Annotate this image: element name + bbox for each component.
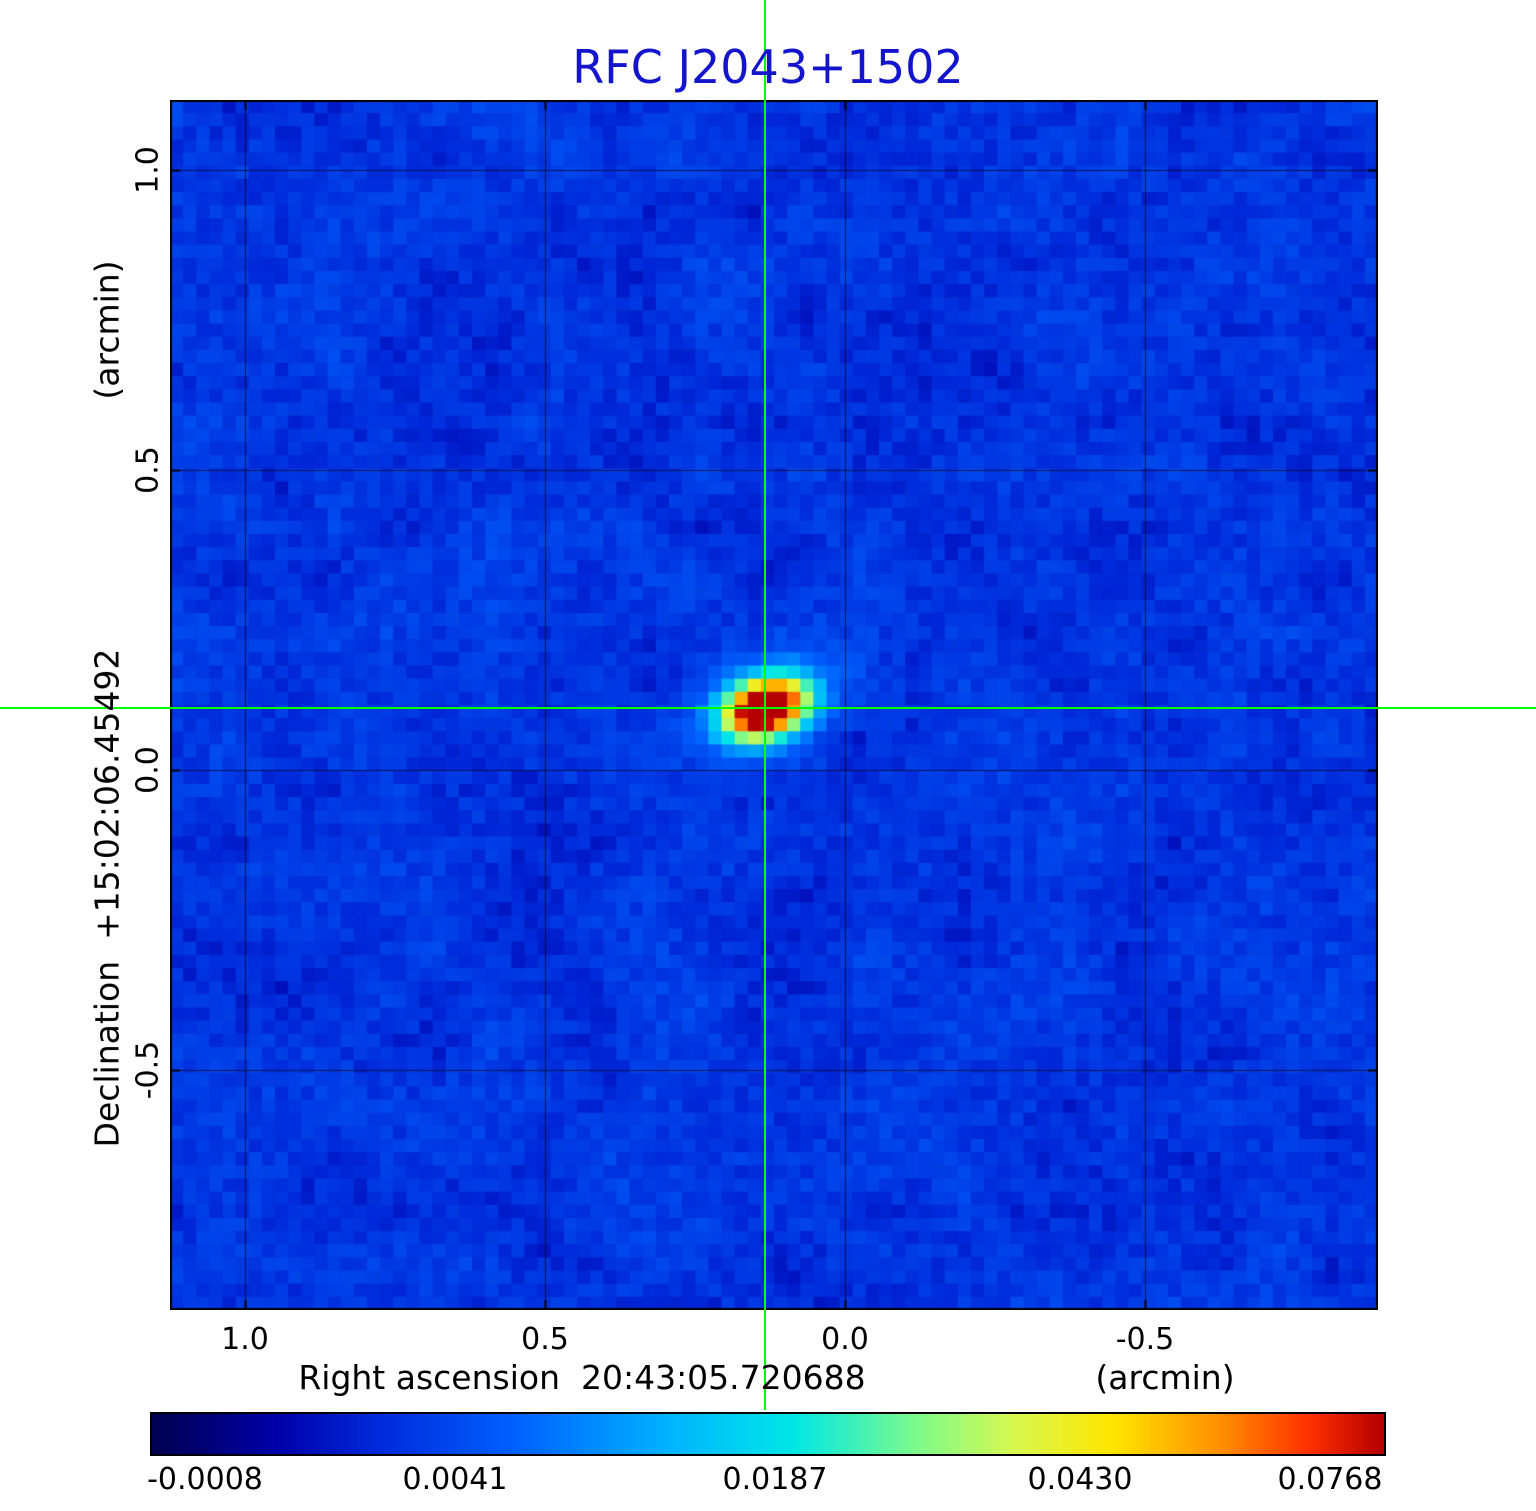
- colorbar-gradient-canvas: [152, 1414, 1384, 1454]
- x-tick-label-1: 1.0: [221, 1322, 269, 1357]
- x-tick-label-2: 0.5: [521, 1322, 569, 1357]
- y-axis-unit: (arcmin): [87, 260, 127, 400]
- crosshair-horizontal-line: [0, 707, 1536, 709]
- y-tick-label-2: 0.5: [130, 446, 166, 494]
- colorbar: [150, 1412, 1386, 1456]
- y-tick-label-3: 0.0: [130, 746, 166, 794]
- colorbar-tick-label-1: -0.0008: [147, 1462, 263, 1497]
- colorbar-tick-label-3: 0.0187: [722, 1462, 828, 1497]
- colorbar-tick-label-4: 0.0430: [1027, 1462, 1133, 1497]
- colorbar-tick-label-2: 0.0041: [402, 1462, 508, 1497]
- y-axis-label: Declination +15:02:06.45492: [87, 648, 127, 1148]
- y-tick-label-4: -0.5: [130, 1040, 166, 1100]
- plot-title: RFC J2043+1502: [572, 40, 964, 94]
- crosshair-vertical-line: [764, 0, 766, 1410]
- y-tick-label-1: 1.0: [130, 146, 166, 194]
- x-axis-label: Right ascension 20:43:05.720688: [298, 1358, 866, 1397]
- plot-area: [170, 100, 1378, 1310]
- intensity-map-canvas: [170, 100, 1378, 1310]
- x-axis-unit: (arcmin): [1095, 1358, 1235, 1397]
- x-tick-label-4: -0.5: [1115, 1322, 1175, 1357]
- x-tick-label-3: 0.0: [821, 1322, 869, 1357]
- colorbar-tick-label-5: 0.0768: [1277, 1462, 1383, 1497]
